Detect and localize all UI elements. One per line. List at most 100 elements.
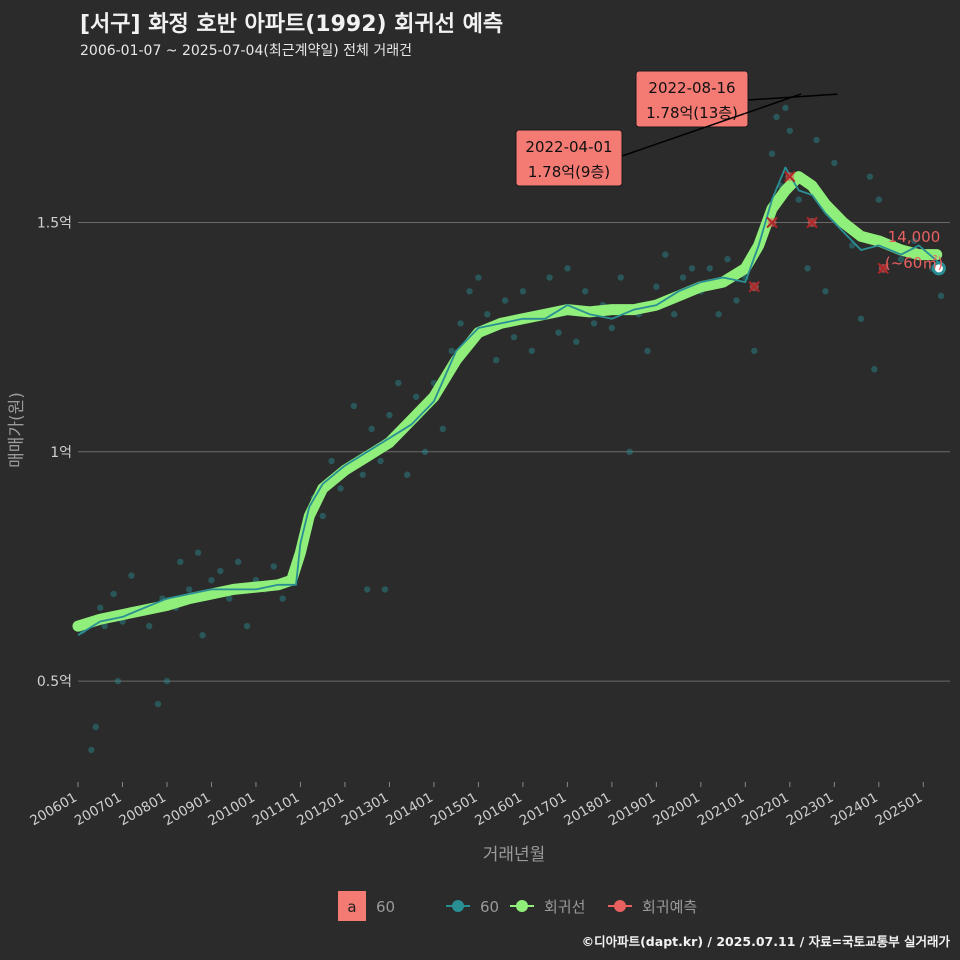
transaction-point xyxy=(857,315,865,323)
transaction-point xyxy=(475,274,482,281)
y-axis-label: 매매가(원) xyxy=(7,392,27,468)
transaction-point xyxy=(484,311,491,318)
transaction-point xyxy=(412,393,420,400)
transaction-point xyxy=(751,347,758,355)
chart-title: [서구] 화정 호반 아파트(1992) 회귀선 예측 xyxy=(80,12,504,37)
transaction-point xyxy=(773,113,780,121)
x-tick-label: 201401 xyxy=(383,790,436,830)
transaction-point xyxy=(110,590,117,598)
x-tick-label: 202001 xyxy=(650,790,703,830)
transaction-point xyxy=(439,425,447,433)
transaction-point xyxy=(145,622,153,630)
latest-point-marker xyxy=(931,261,946,276)
transaction-point xyxy=(199,632,206,639)
transaction-point xyxy=(381,586,389,593)
x-tick-label: 201101 xyxy=(250,790,303,830)
transaction-point xyxy=(564,265,571,272)
x-tick-label: 200801 xyxy=(116,790,169,830)
legend: a 60 60 회귀선 회귀예측 xyxy=(338,891,697,921)
legend-item-label: 회귀선 xyxy=(544,898,585,916)
annotation-value: 1.78억(13층) xyxy=(646,104,738,122)
transaction-point xyxy=(724,255,731,263)
transaction-point xyxy=(350,402,358,410)
transaction-point xyxy=(97,604,104,611)
scatter-points xyxy=(79,104,945,754)
transaction-point xyxy=(871,366,878,373)
transaction-point xyxy=(234,558,242,566)
transaction-point xyxy=(243,622,251,630)
transaction-point xyxy=(163,677,171,685)
x-axis-label: 거래년월 xyxy=(483,845,546,865)
transaction-point xyxy=(226,595,233,602)
transaction-point xyxy=(377,457,384,465)
legend-key-dot xyxy=(614,900,626,912)
source-credit: ©디아파트(dapt.kr) / 2025.07.11 / 자료=국토교통부 실… xyxy=(581,934,950,949)
transaction-point xyxy=(831,159,838,167)
transaction-point xyxy=(466,288,473,295)
chart-subtitle: 2006-01-07 ~ 2025-07-04(최근계약일) 전체 거래건 xyxy=(80,43,412,59)
transaction-point xyxy=(528,347,535,355)
x-tick-label: 201801 xyxy=(561,790,614,830)
transaction-point xyxy=(177,558,184,566)
transaction-point xyxy=(457,320,464,327)
y-axis: 0.5억 1억 1.5억 xyxy=(37,216,72,691)
x-axis: 2006012007012008012009012010012011012012… xyxy=(27,782,925,829)
annotation-box xyxy=(515,129,623,187)
transaction-point xyxy=(590,320,598,327)
transaction-point xyxy=(768,150,776,157)
x-tick-label: 201001 xyxy=(205,790,258,830)
x-tick-label: 201301 xyxy=(339,790,392,830)
transaction-point xyxy=(573,338,580,345)
transaction-point xyxy=(395,379,402,387)
transaction-point xyxy=(822,288,829,295)
transaction-point xyxy=(114,677,122,685)
annotation-box xyxy=(635,70,749,128)
transaction-point xyxy=(386,411,393,419)
transaction-point xyxy=(493,356,500,364)
prediction-markers xyxy=(748,170,889,293)
y-tick-label: 1억 xyxy=(50,445,72,461)
transaction-point xyxy=(706,265,713,272)
transaction-point xyxy=(715,311,722,318)
transaction-point xyxy=(733,297,740,304)
transaction-point xyxy=(804,265,811,272)
transaction-point xyxy=(194,549,202,556)
transaction-point xyxy=(359,471,366,478)
transaction-point xyxy=(546,274,553,281)
transaction-point xyxy=(279,595,286,602)
x-tick-label: 201501 xyxy=(428,790,481,830)
transaction-point xyxy=(795,196,802,203)
transaction-point xyxy=(644,347,651,355)
series-60-line xyxy=(77,166,947,636)
annotation-value: 1.78억(9층) xyxy=(528,163,610,181)
transaction-point xyxy=(217,567,224,575)
x-tick-label: 201901 xyxy=(606,790,659,830)
annotations: 2022-08-16 1.78억(13층) 2022-04-01 1.78억(9층) 1… xyxy=(515,70,943,272)
x-tick-label: 201201 xyxy=(294,790,347,830)
transaction-point xyxy=(88,746,95,754)
legend-item-label: 60 xyxy=(480,898,499,916)
legend-box-swatch xyxy=(338,891,366,921)
transaction-point xyxy=(368,425,375,433)
transaction-point xyxy=(208,577,215,584)
x-tick-label: 200601 xyxy=(27,790,80,830)
predict-cross xyxy=(766,216,778,229)
transaction-point xyxy=(510,333,518,341)
transaction-point xyxy=(519,288,527,295)
transaction-point xyxy=(404,471,411,478)
transaction-point xyxy=(653,283,660,290)
transaction-point xyxy=(555,329,562,336)
transaction-point xyxy=(421,448,429,456)
transaction-point xyxy=(897,255,905,263)
transaction-point xyxy=(617,274,624,281)
transaction-point xyxy=(875,196,883,203)
transaction-point xyxy=(608,324,616,332)
transaction-point xyxy=(270,563,277,570)
transaction-point xyxy=(501,297,509,304)
predict-cross xyxy=(806,216,818,229)
transaction-point xyxy=(186,586,193,593)
y-tick-label: 0.5억 xyxy=(37,674,72,690)
transaction-point xyxy=(581,288,589,295)
x-tick-label: 201701 xyxy=(517,790,570,830)
transaction-point xyxy=(448,347,455,355)
